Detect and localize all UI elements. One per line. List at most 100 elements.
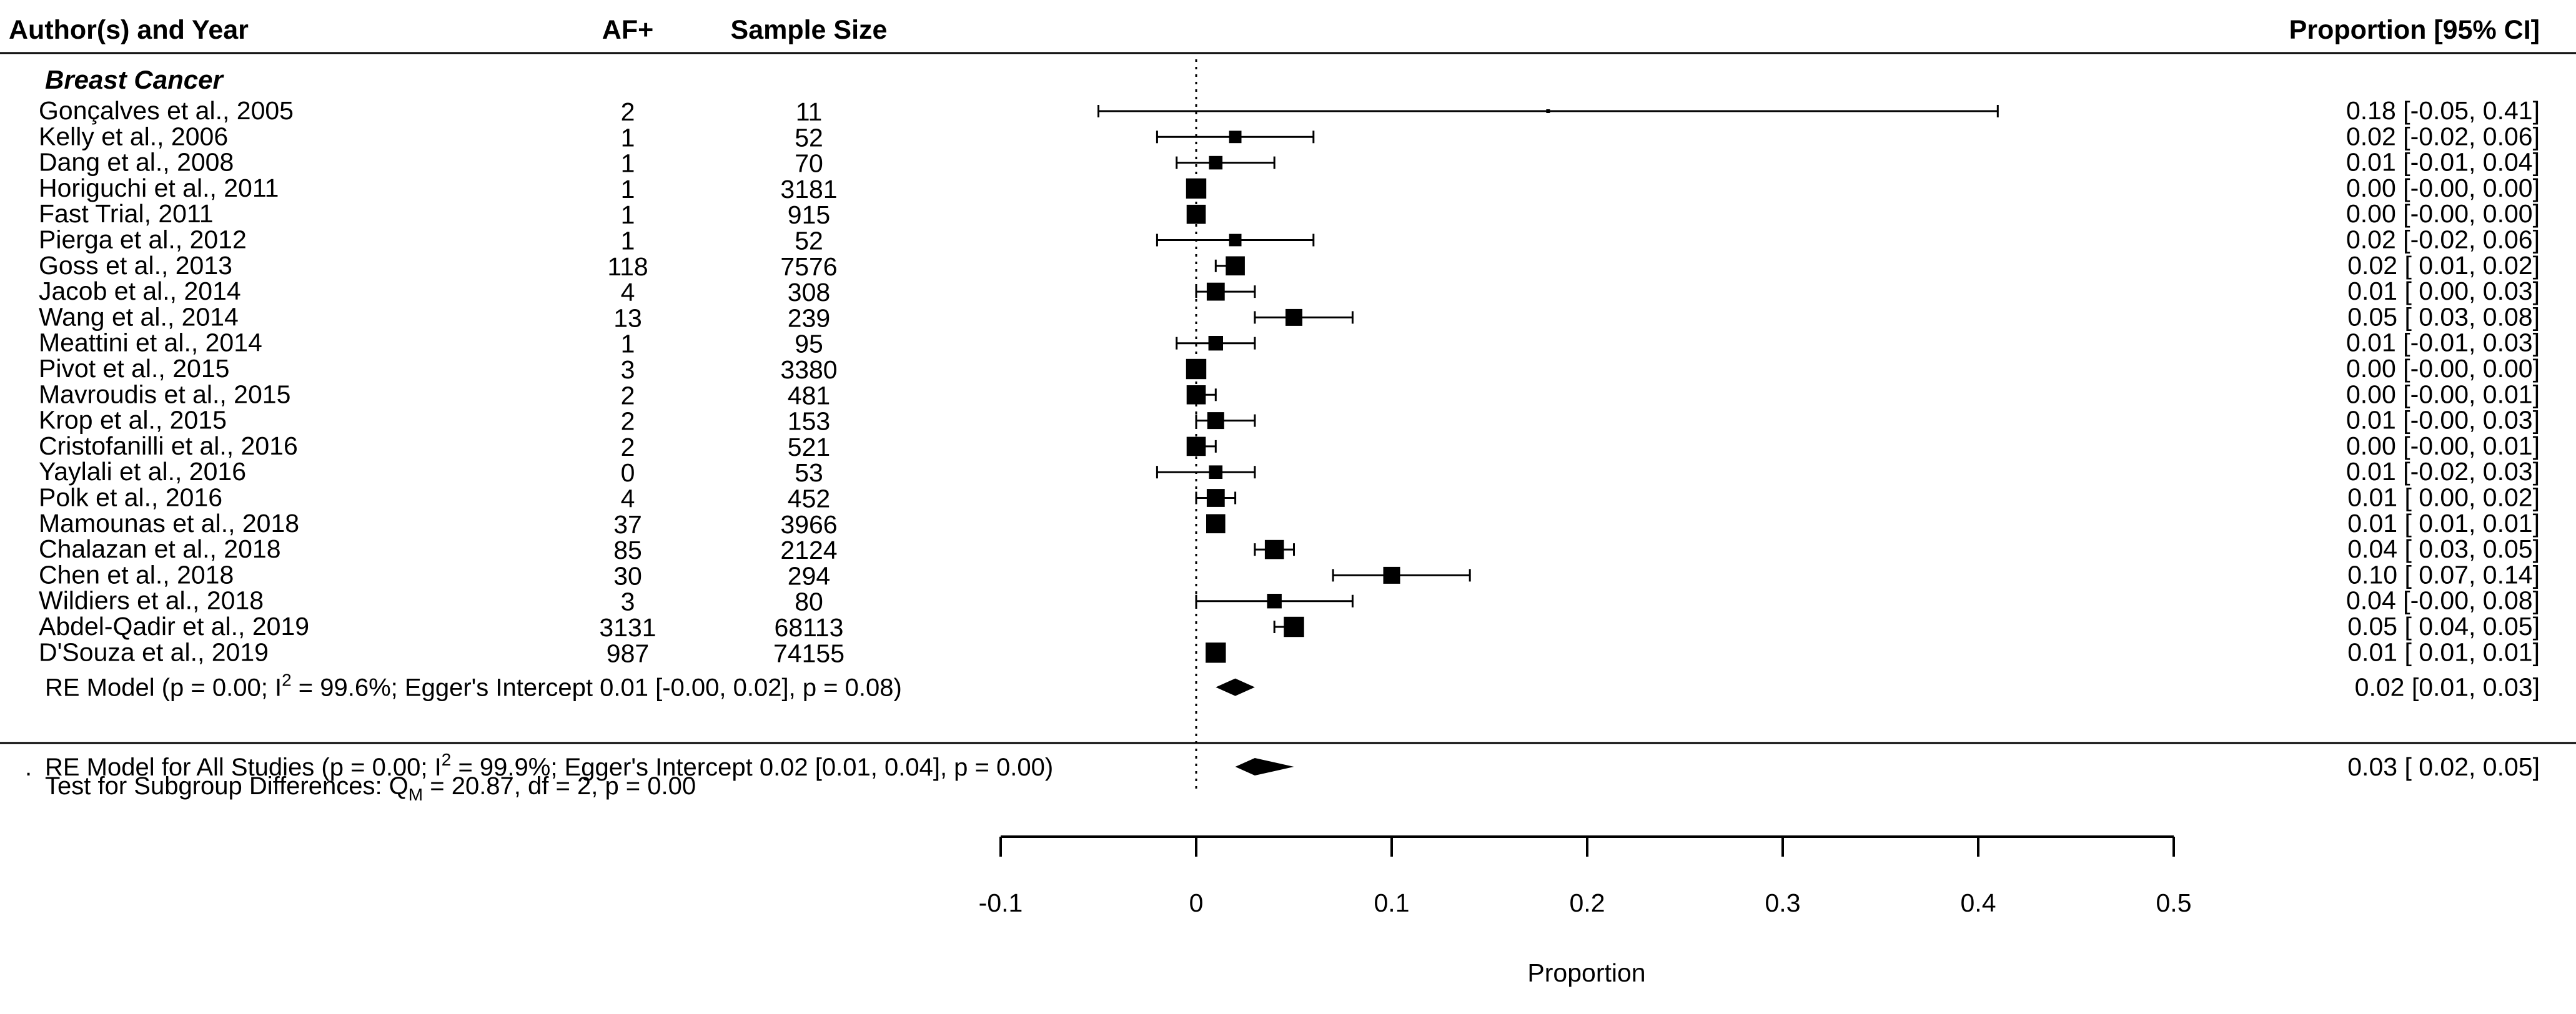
study-sample-size: 153 [788, 407, 830, 436]
study-af: 1 [621, 200, 635, 229]
subgroup-model-diamond [1216, 678, 1255, 696]
study-af: 4 [621, 278, 635, 307]
study-af: 1 [621, 149, 635, 178]
study-sample-size: 3181 [780, 175, 837, 204]
study-af: 1 [621, 175, 635, 204]
study-af: 13 [613, 303, 642, 332]
header-sample-size: Sample Size [731, 15, 888, 45]
point-estimate [1209, 155, 1223, 170]
x-tick-label: 0.2 [1570, 888, 1605, 917]
study-name: Wildiers et al., 2018 [39, 586, 264, 615]
study-ci-text: 0.01 [ 0.01, 0.01] [2347, 509, 2540, 538]
study-af: 37 [613, 510, 642, 539]
study-ci-text: 0.00 [-0.00, 0.00] [2346, 174, 2540, 202]
study-sample-size: 294 [788, 561, 830, 590]
subgroup-label: Breast Cancer [45, 65, 224, 94]
point-estimate [1209, 465, 1223, 479]
point-estimate [1206, 514, 1226, 534]
header-af: AF+ [602, 15, 653, 45]
study-ci-text: 0.01 [-0.01, 0.04] [2346, 148, 2540, 177]
x-tick-label: 0.4 [1961, 888, 1996, 917]
study-af: 3 [621, 588, 635, 616]
study-ci-text: 0.18 [-0.05, 0.41] [2346, 96, 2540, 125]
study-sample-size: 52 [795, 123, 823, 152]
point-estimate [1286, 308, 1302, 326]
study-sample-size: 11 [796, 97, 823, 126]
study-sample-size: 52 [795, 227, 823, 255]
study-ci-text: 0.05 [ 0.04, 0.05] [2347, 612, 2540, 641]
x-tick-label: 0.3 [1765, 888, 1801, 917]
point-estimate [1383, 566, 1400, 584]
point-estimate [1207, 412, 1224, 430]
study-name: Abdel-Qadir et al., 2019 [39, 612, 309, 641]
study-af: 4 [621, 485, 635, 513]
subgroup-model-ci-text: 0.02 [0.01, 0.03] [2355, 673, 2540, 702]
study-ci-text: 0.00 [-0.00, 0.01] [2346, 380, 2540, 408]
study-af: 1 [621, 330, 635, 358]
study-name: Gonçalves et al., 2005 [39, 96, 294, 125]
study-af: 2 [621, 433, 635, 461]
study-af: 1 [621, 123, 635, 152]
study-name: Jacob et al., 2014 [39, 277, 241, 305]
point-estimate [1226, 256, 1245, 276]
x-tick-label: 0.1 [1374, 888, 1410, 917]
study-name: Cristofanilli et al., 2016 [39, 431, 298, 460]
study-name: Meattini et al., 2014 [39, 328, 262, 357]
study-sample-size: 239 [788, 303, 830, 332]
study-af: 2 [621, 97, 635, 126]
study-af: 2 [621, 407, 635, 436]
point-estimate [1186, 385, 1206, 405]
study-ci-text: 0.02 [-0.02, 0.06] [2346, 225, 2540, 254]
x-tick-label: -0.1 [979, 888, 1023, 917]
x-axis-label: Proportion [1527, 958, 1645, 987]
study-af: 987 [607, 639, 649, 667]
study-ci-text: 0.01 [-0.00, 0.03] [2346, 406, 2540, 435]
study-af: 3131 [599, 613, 656, 642]
study-name: Mavroudis et al., 2015 [39, 380, 290, 408]
study-af: 1 [621, 227, 635, 255]
point-estimate [1206, 642, 1226, 663]
point-estimate [1186, 358, 1207, 380]
study-ci-text: 0.10 [ 0.07, 0.14] [2347, 560, 2540, 589]
study-af: 85 [613, 536, 642, 564]
study-ci-text: 0.02 [ 0.01, 0.02] [2347, 251, 2540, 280]
study-ci-text: 0.00 [-0.00, 0.00] [2346, 199, 2540, 228]
study-sample-size: 481 [788, 381, 830, 410]
study-ci-text: 0.04 [ 0.03, 0.05] [2347, 534, 2540, 563]
study-af: 2 [621, 381, 635, 410]
study-name: Pivot et al., 2015 [39, 354, 229, 383]
header-study: Author(s) and Year [9, 15, 249, 45]
study-sample-size: 7576 [780, 252, 837, 281]
header-estimate: Proportion [95% CI] [2289, 15, 2540, 45]
study-sample-size: 74155 [773, 639, 845, 667]
study-name: Kelly et al., 2006 [39, 122, 228, 150]
overall-model-diamond [1235, 758, 1294, 775]
study-name: Dang et al., 2008 [39, 148, 234, 177]
study-ci-text: 0.00 [-0.00, 0.00] [2346, 354, 2540, 383]
overall-bullet: . [25, 754, 32, 781]
study-name: Wang et al., 2014 [39, 302, 239, 331]
study-name: Chen et al., 2018 [39, 560, 234, 589]
overall-model-ci-text: 0.03 [ 0.02, 0.05] [2347, 752, 2540, 781]
study-af: 118 [607, 252, 648, 281]
point-estimate [1186, 436, 1206, 456]
point-estimate [1206, 282, 1225, 301]
study-ci-text: 0.04 [-0.00, 0.08] [2346, 586, 2540, 615]
point-estimate [1229, 234, 1242, 247]
study-ci-text: 0.01 [ 0.01, 0.01] [2347, 637, 2540, 666]
study-af: 0 [621, 458, 635, 487]
study-name: Krop et al., 2015 [39, 406, 227, 435]
study-af: 3 [621, 355, 635, 384]
study-sample-size: 3966 [780, 510, 837, 539]
study-ci-text: 0.00 [-0.00, 0.01] [2346, 431, 2540, 460]
study-sample-size: 70 [795, 149, 823, 178]
point-estimate [1267, 594, 1282, 609]
study-name: Chalazan et al., 2018 [39, 534, 281, 563]
point-estimate [1208, 336, 1223, 351]
study-sample-size: 68113 [775, 613, 844, 642]
point-estimate [1546, 109, 1550, 113]
overall-model-label: RE Model for All Studies (p = 0.00; I2 =… [45, 750, 1053, 781]
study-name: D'Souza et al., 2019 [39, 637, 269, 666]
x-tick-label: 0.5 [2156, 888, 2192, 917]
study-sample-size: 308 [788, 278, 830, 307]
